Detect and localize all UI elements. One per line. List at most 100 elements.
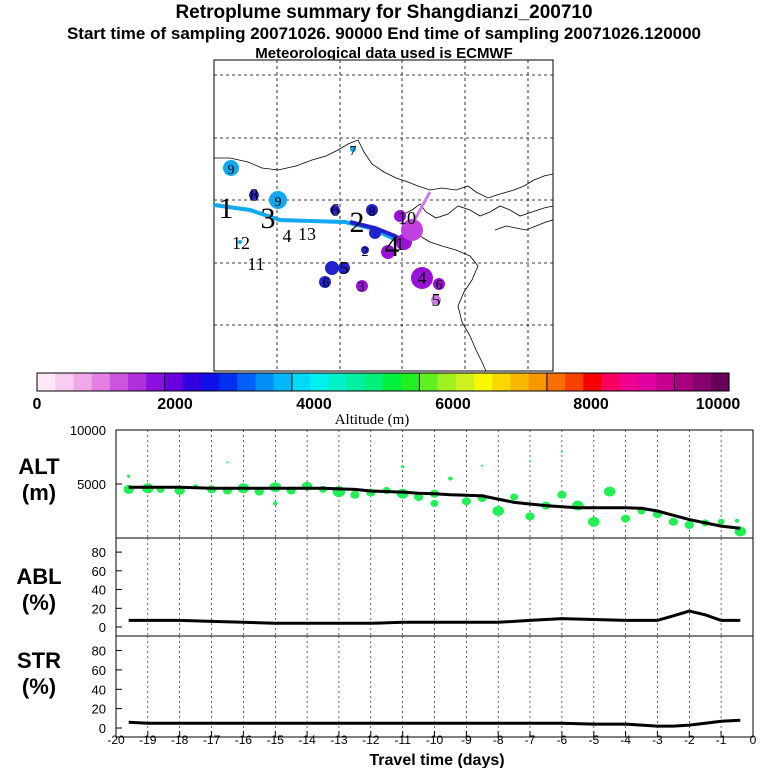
trajectory-label: 9 (228, 163, 235, 178)
alt-spread-point (525, 512, 535, 521)
colorbar-tick: 0 (33, 396, 42, 413)
alt-spread-point (603, 486, 616, 497)
colorbar-tick-labels: 0 2000 4000 6000 8000 10000 (33, 396, 741, 413)
cluster-dot (325, 261, 339, 275)
cluster-dot (249, 190, 259, 200)
x-tick-label: -12 (362, 733, 380, 747)
trajectory-line-main (213, 203, 405, 246)
colorbar-swatch (401, 373, 421, 391)
str-ylabel-line2: (%) (22, 674, 56, 699)
x-tick-label: -18 (171, 733, 189, 747)
trajectory-label: 12 (232, 233, 250, 253)
alt-ytick-label: 5000 (77, 477, 106, 492)
abl-ytick-label: 0 (99, 620, 106, 635)
trajectory-label: 10 (398, 208, 416, 228)
x-tick-label: -10 (426, 733, 444, 747)
colorbar-tick: 4000 (296, 396, 332, 413)
colorbar-tick: 8000 (573, 396, 609, 413)
trajectory-label: 6 (436, 278, 443, 293)
cluster-dot (401, 219, 423, 241)
trajectory-label: 8 (369, 205, 376, 220)
x-tick-label: -16 (235, 733, 253, 747)
cluster-dot (319, 276, 331, 288)
str-x-grid (147, 636, 722, 737)
str-panel: STR (%) 0 20 40 60 80 (17, 636, 741, 737)
colorbar-tick: 2000 (157, 396, 193, 413)
colorbar-tick: 6000 (435, 396, 471, 413)
alt-x-grid (147, 430, 722, 538)
trajectory-label: 9 (275, 195, 282, 210)
colorbar-tick: 10000 (696, 396, 741, 413)
trajectory-label: 11 (247, 254, 264, 274)
alt-spread-point (528, 460, 532, 463)
colorbar-swatch (291, 373, 311, 391)
trajectory-label: 5 (340, 258, 349, 278)
colorbar-swatch (674, 373, 694, 391)
x-tick-label: -11 (394, 733, 411, 747)
str-line (128, 718, 741, 728)
x-tick-label: -6 (557, 733, 568, 747)
colorbar-swatch (383, 373, 402, 391)
trajectory-label: 5 (432, 290, 441, 310)
colorbar-swatch (692, 373, 712, 391)
altitude-colorbar: 0 2000 4000 6000 8000 10000 Altitude (m) (33, 372, 741, 428)
cluster-dot (431, 295, 441, 305)
colorbar-swatch (474, 373, 493, 391)
str-ytick-label: 80 (92, 644, 106, 659)
map-grid (214, 60, 553, 371)
colorbar-swatch (492, 373, 512, 391)
x-tick-label: -1 (716, 733, 727, 747)
abl-panel: ABL (%) 0 20 40 60 80 (16, 538, 741, 636)
colorbar-swatch (146, 373, 166, 391)
colorbar-swatch (55, 373, 75, 391)
alt-spread-point (414, 493, 424, 501)
colorbar-swatch (37, 373, 56, 391)
x-tick-label: -8 (493, 733, 504, 747)
colorbar-swatch (637, 373, 657, 391)
x-tick-label: -14 (298, 733, 316, 747)
colorbar-swatch (200, 373, 220, 391)
alt-spread-point (350, 490, 360, 499)
x-tick-label: -20 (107, 733, 125, 747)
cluster-dot (330, 205, 340, 215)
alt-spread-point (226, 461, 229, 464)
x-tick-label: -19 (139, 733, 157, 747)
colorbar-swatch (237, 373, 257, 391)
alt-y-ticks: 5000 10000 (70, 423, 122, 492)
alt-spread-point (273, 501, 278, 506)
str-ylabel-line1: STR (17, 648, 61, 673)
alt-spread-point (510, 493, 519, 501)
colorbar-swatch (510, 373, 530, 391)
x-tick-label: -3 (652, 733, 663, 747)
colorbar-swatch (619, 373, 639, 391)
abl-ytick-label: 80 (92, 545, 106, 560)
colorbar-swatch (583, 373, 603, 391)
colorbar-swatch (565, 373, 584, 391)
meteorological-data-note: Meteorological data used is ECMWF (255, 45, 513, 62)
colorbar-swatch (656, 373, 675, 391)
cluster-dot (369, 227, 381, 239)
colorbar-swatch (109, 373, 129, 391)
alt-spread-point (734, 518, 740, 523)
abl-ylabel-line1: ABL (16, 564, 61, 589)
cluster-dot (350, 146, 356, 152)
str-ytick-label: 40 (92, 682, 106, 697)
trajectory-label: 2 (362, 245, 369, 260)
trajectory-label: 3 (358, 280, 365, 295)
alt-spread-point (621, 514, 631, 523)
colorbar-swatch (310, 373, 329, 391)
trajectory-label: 4 (418, 268, 427, 288)
abl-ytick-label: 60 (92, 564, 106, 579)
alt-ytick-label: 10000 (70, 423, 106, 438)
alt-ylabel-line2: (m) (22, 480, 56, 505)
x-tick-label: -9 (461, 733, 472, 747)
colorbar-swatch (328, 373, 348, 391)
colorbar-swatch (455, 373, 475, 391)
cluster-dot (433, 278, 445, 290)
alt-panel: ALT (m) 5000 10000 (18, 423, 747, 538)
alt-spread-point (557, 490, 567, 499)
alt-spread-point (461, 497, 471, 506)
trajectory-label: 6 (331, 200, 340, 220)
